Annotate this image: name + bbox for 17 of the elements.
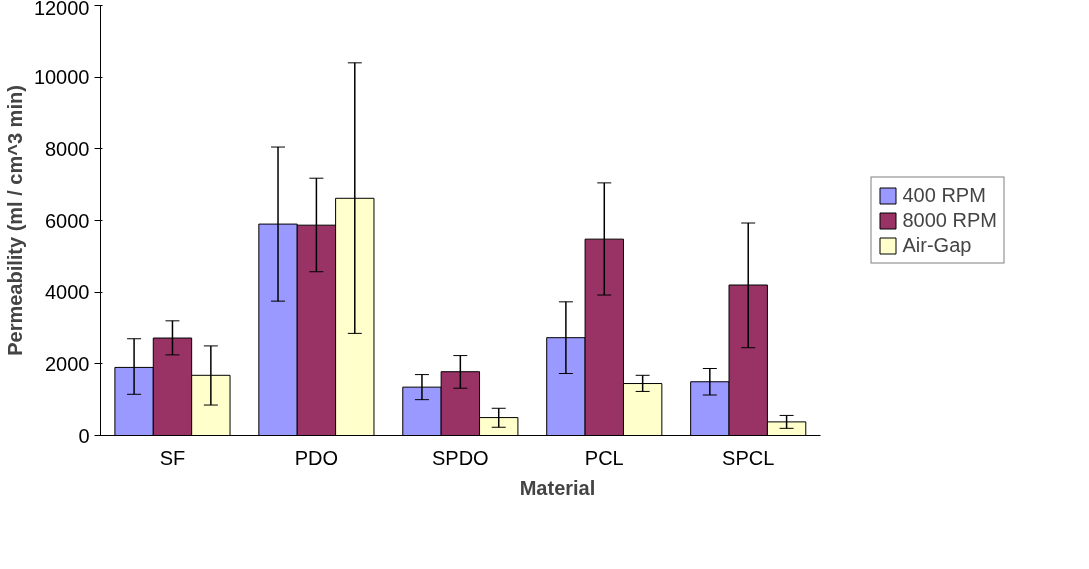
x-tick-label: PDO [294, 446, 339, 469]
y-tick-label: 4000 [45, 281, 90, 304]
y-tick-label: 10000 [33, 66, 90, 89]
legend-label: 8000 RPM [902, 208, 997, 232]
x-axis-title: Material [519, 476, 596, 499]
legend-label: Air-Gap [902, 233, 972, 257]
y-tick-label: 8000 [45, 137, 90, 160]
y-tick-label: 0 [78, 424, 90, 447]
y-tick-label: 6000 [45, 209, 90, 232]
x-tick-label: SPDO [432, 446, 489, 469]
y-tick-label: 2000 [45, 352, 90, 375]
y-axis-title: Permeability (ml / cm^3 min) [3, 85, 26, 356]
x-tick-label: PCL [584, 446, 624, 469]
y-tick-label: 12000 [33, 0, 90, 19]
x-tick-label: SPCL [722, 446, 775, 469]
x-tick-label: SF [159, 446, 186, 469]
legend-label: 400 RPM [902, 183, 986, 207]
